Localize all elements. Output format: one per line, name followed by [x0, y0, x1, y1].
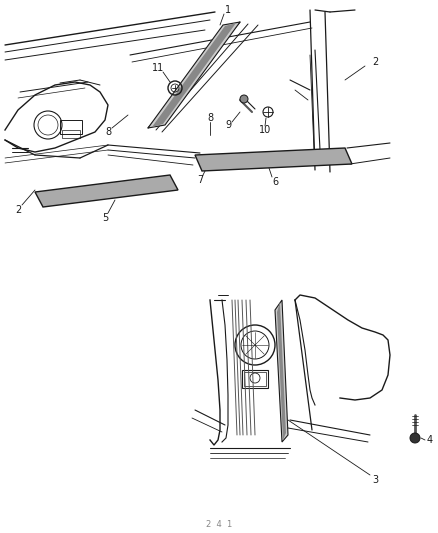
- Polygon shape: [276, 302, 285, 440]
- Text: 4: 4: [426, 435, 432, 445]
- Text: 2: 2: [15, 205, 21, 215]
- Text: 6: 6: [271, 177, 277, 187]
- Circle shape: [240, 95, 247, 103]
- Bar: [60, 120, 82, 134]
- Text: 9: 9: [224, 120, 230, 130]
- Text: 2  4  1: 2 4 1: [206, 521, 232, 529]
- Text: 2: 2: [371, 57, 377, 67]
- Bar: [62, 130, 80, 138]
- Circle shape: [409, 433, 419, 443]
- Text: 7: 7: [196, 175, 203, 185]
- Bar: [244, 372, 265, 386]
- Text: 8: 8: [105, 127, 111, 137]
- Bar: [241, 370, 267, 388]
- Polygon shape: [152, 23, 236, 127]
- Polygon shape: [274, 300, 287, 442]
- Text: 10: 10: [258, 125, 271, 135]
- Polygon shape: [194, 148, 351, 171]
- Text: 11: 11: [152, 63, 164, 73]
- Polygon shape: [148, 22, 240, 128]
- Text: 5: 5: [102, 213, 108, 223]
- Text: 8: 8: [206, 113, 212, 123]
- Polygon shape: [35, 175, 177, 207]
- Text: 1: 1: [224, 5, 230, 15]
- Text: 3: 3: [371, 475, 377, 485]
